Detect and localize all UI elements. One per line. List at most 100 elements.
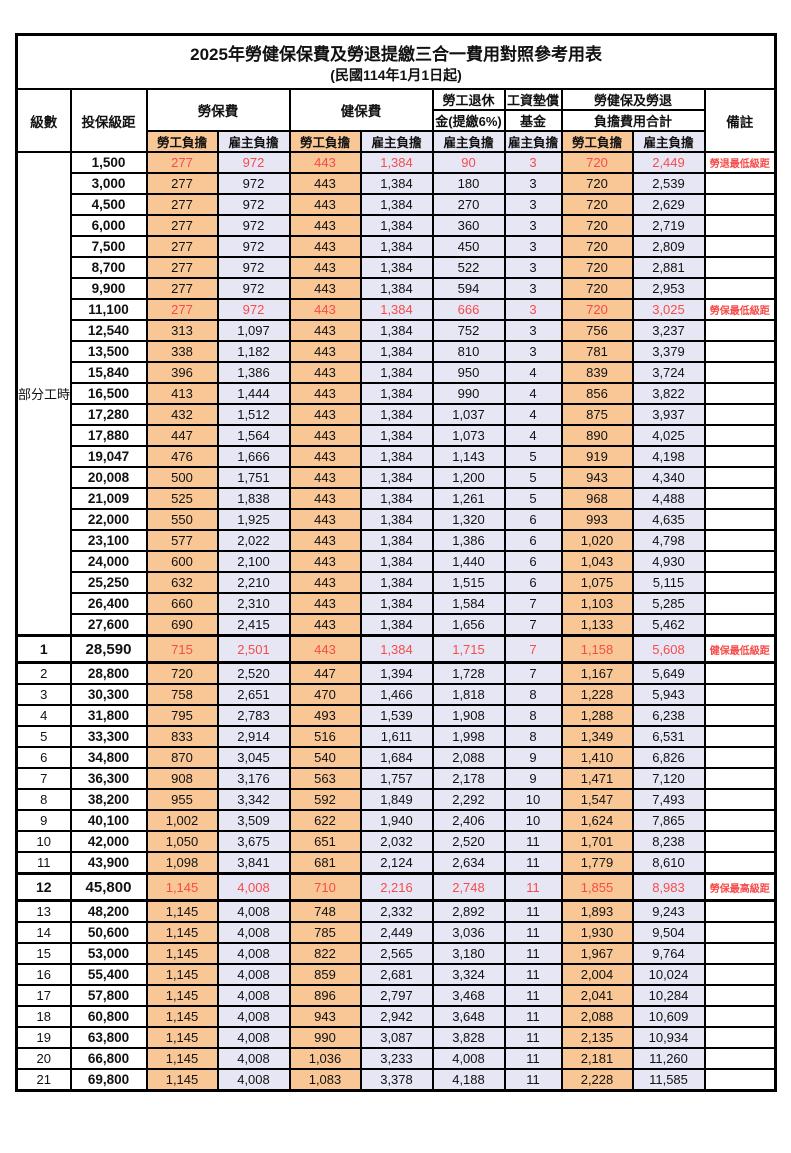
table-row: 3,000 277 972 443 1,384 180 3 720 2,539: [17, 172, 777, 195]
total-employee-cell: 1,043: [560, 550, 634, 573]
level-cell: 11: [15, 851, 72, 875]
health-employer-cell: 1,384: [359, 172, 434, 195]
bracket-cell: 8,700: [69, 256, 148, 279]
wage-fund-employer-cell: 9: [503, 746, 563, 769]
bracket-cell: 57,800: [69, 984, 148, 1007]
labor-employer-cell: 972: [216, 298, 291, 321]
total-employee-cell: 1,855: [560, 872, 634, 902]
pension-employer-cell: 522: [431, 256, 506, 279]
labor-employee-cell: 908: [145, 767, 219, 790]
total-employee-cell: 1,133: [560, 613, 634, 637]
total-employer-cell: 2,809: [631, 235, 706, 258]
health-employer-cell: 1,757: [359, 767, 434, 790]
col-header-total-line1: 勞健保及勞退: [560, 88, 706, 111]
bracket-cell: 42,000: [69, 830, 148, 853]
table-row: 4 31,800 795 2,783 493 1,539 1,908 8 1,288 6,238: [15, 704, 777, 727]
remark-cell: [703, 340, 777, 363]
table-row: 22,000 550 1,925 443 1,384 1,320 6 993 4,635: [17, 508, 777, 531]
labor-employee-cell: 277: [145, 172, 219, 195]
total-employee-cell: 1,893: [560, 899, 634, 923]
total-employer-cell: 11,260: [631, 1047, 706, 1070]
bracket-cell: 16,500: [69, 382, 148, 405]
pension-employer-cell: 1,584: [431, 592, 506, 615]
table-row: 20 66,800 1,145 4,008 1,036 3,233 4,008 11 2,181…: [15, 1047, 777, 1070]
health-employee-cell: 563: [288, 767, 362, 790]
wage-fund-employer-cell: 11: [503, 899, 563, 923]
labor-employer-cell: 3,045: [216, 746, 291, 769]
labor-employee-cell: 338: [145, 340, 219, 363]
wage-fund-employer-cell: 11: [503, 1005, 563, 1028]
labor-employee-cell: 1,145: [145, 921, 219, 944]
labor-employee-cell: 1,145: [145, 942, 219, 965]
table-row: 13 48,200 1,145 4,008 748 2,332 2,892 11 1,893 9,…: [15, 899, 777, 923]
labor-employee-cell: 396: [145, 361, 219, 384]
subheader-labor-employer: 雇主負擔: [216, 130, 291, 153]
col-header-wage-fund-line2: 基金: [503, 109, 563, 132]
health-employer-cell: 1,466: [359, 683, 434, 706]
pension-employer-cell: 3,648: [431, 1005, 506, 1028]
total-employee-cell: 919: [560, 445, 634, 468]
remark-cell: [703, 1068, 777, 1092]
health-employee-cell: 443: [288, 319, 362, 342]
bracket-cell: 7,500: [69, 235, 148, 258]
total-employer-cell: 2,629: [631, 193, 706, 216]
table-row: 部分工時 1,500 277 972 443 1,384 90 3 720 2,449 勞退最低級距: [15, 151, 777, 637]
total-employer-cell: 5,943: [631, 683, 706, 706]
wage-fund-employer-cell: 5: [503, 445, 563, 468]
total-employer-cell: 4,025: [631, 424, 706, 447]
labor-employer-cell: 4,008: [216, 963, 291, 986]
labor-employee-cell: 447: [145, 424, 219, 447]
health-employer-cell: 2,124: [359, 851, 434, 875]
remark-cell: [703, 830, 777, 853]
table-row: 11 43,900 1,098 3,841 681 2,124 2,634 11 1,779 8,…: [15, 851, 777, 875]
wage-fund-employer-cell: 11: [503, 1047, 563, 1070]
remark-cell: [703, 963, 777, 986]
table-row: 20,008 500 1,751 443 1,384 1,200 5 943 4,340: [17, 466, 777, 489]
table-row: 16 55,400 1,145 4,008 859 2,681 3,324 11 2,004 10…: [15, 963, 777, 986]
total-employer-cell: 6,238: [631, 704, 706, 727]
wage-fund-employer-cell: 6: [503, 529, 563, 552]
total-employee-cell: 720: [560, 172, 634, 195]
remark-cell: [703, 403, 777, 426]
labor-employer-cell: 2,914: [216, 725, 291, 748]
remark-cell: [703, 1005, 777, 1028]
bracket-cell: 26,400: [69, 592, 148, 615]
wage-fund-employer-cell: 4: [503, 382, 563, 405]
health-employee-cell: 443: [288, 445, 362, 468]
remark-cell: [703, 193, 777, 216]
pension-employer-cell: 90: [431, 151, 506, 174]
health-employee-cell: 540: [288, 746, 362, 769]
level-cell: 1: [15, 634, 72, 664]
labor-employee-cell: 1,098: [145, 851, 219, 875]
pension-employer-cell: 1,656: [431, 613, 506, 637]
total-employee-cell: 2,135: [560, 1026, 634, 1049]
labor-employer-cell: 972: [216, 214, 291, 237]
wage-fund-employer-cell: 3: [503, 256, 563, 279]
health-employee-cell: 785: [288, 921, 362, 944]
labor-employee-cell: 277: [145, 235, 219, 258]
total-employee-cell: 1,930: [560, 921, 634, 944]
labor-employee-cell: 1,145: [145, 963, 219, 986]
labor-employee-cell: 1,145: [145, 1068, 219, 1092]
bracket-cell: 21,009: [69, 487, 148, 510]
health-employee-cell: 443: [288, 613, 362, 637]
table-row: 4,500 277 972 443 1,384 270 3 720 2,629: [17, 193, 777, 216]
header-row-1: 級數 投保級距 勞保費 健保費 勞工退休 工資墊償 勞健保及勞退 備註: [15, 88, 777, 153]
level-cell: 21: [15, 1068, 72, 1092]
table-row: 26,400 660 2,310 443 1,384 1,584 7 1,103 5,285: [17, 592, 777, 615]
table-row: 17 57,800 1,145 4,008 896 2,797 3,468 11 2,041 10…: [15, 984, 777, 1007]
labor-employee-cell: 1,050: [145, 830, 219, 853]
total-employee-cell: 2,228: [560, 1068, 634, 1092]
table-row: 14 50,600 1,145 4,008 785 2,449 3,036 11 1,930 9,…: [15, 921, 777, 944]
labor-employer-cell: 2,520: [216, 661, 291, 685]
bracket-cell: 24,000: [69, 550, 148, 573]
remark-cell: [703, 1026, 777, 1049]
pension-employer-cell: 270: [431, 193, 506, 216]
wage-fund-employer-cell: 7: [503, 661, 563, 685]
col-header-pension-line2: 金(提繳6%): [431, 109, 506, 132]
total-employer-cell: 4,635: [631, 508, 706, 531]
labor-employer-cell: 2,100: [216, 550, 291, 573]
health-employer-cell: 1,384: [359, 445, 434, 468]
table-row: 12 45,800 1,145 4,008 710 2,216 2,748 11 1,855 8,…: [15, 872, 777, 902]
total-employee-cell: 1,349: [560, 725, 634, 748]
